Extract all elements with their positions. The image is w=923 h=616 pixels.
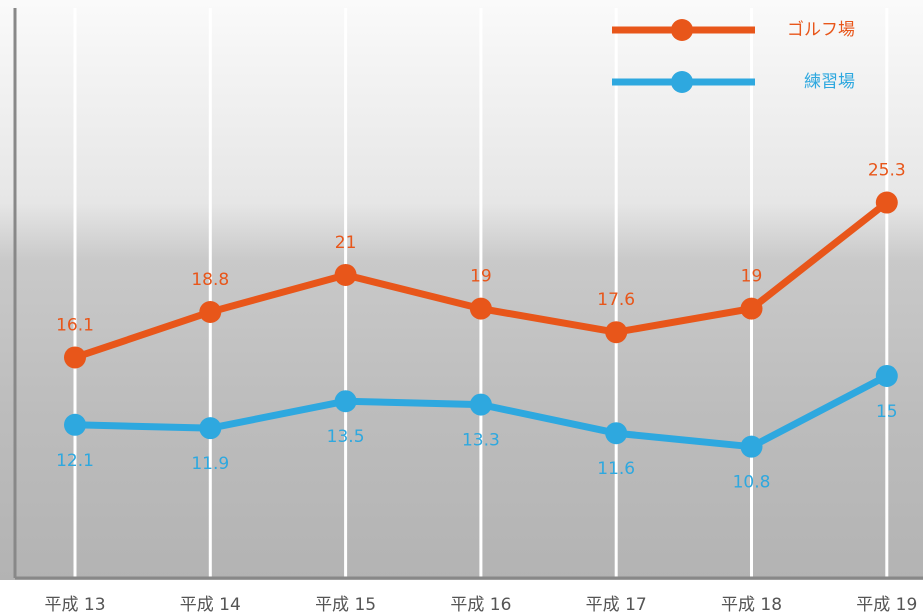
data-label: 18.8 [191,270,229,290]
point [199,417,221,439]
point [876,192,898,214]
legend-label: ゴルフ場 [787,19,855,40]
page: {"chart_data": {"type": "line", "categor… [0,0,923,616]
background [0,0,923,580]
point [741,436,763,458]
legend-marker [671,71,693,93]
data-label: 21 [335,233,357,253]
point [470,298,492,320]
legend-label: 練習場 [804,72,855,92]
chart: 平成 13 平成 14 平成 15 平成 16 平成 17 平成 18 平成 19 16.1 1… [0,0,923,616]
point [741,298,763,320]
legend-marker [671,19,693,41]
point [605,321,627,343]
x-tick-label: 平成 16 [450,595,511,615]
point [876,365,898,387]
data-label: 19 [470,267,492,287]
x-tick-label: 平成 15 [315,595,376,615]
point [64,346,86,368]
point [335,390,357,412]
data-label: 19 [741,267,763,287]
x-tick-label: 平成 17 [586,595,647,615]
point [605,422,627,444]
point [199,301,221,323]
point [64,414,86,436]
data-label: 11.6 [597,459,635,479]
data-label: 25.3 [868,161,906,181]
data-label: 17.6 [597,290,635,310]
x-tick-label: 平成 14 [180,595,241,615]
data-label: 13.3 [462,431,500,451]
data-label: 15 [876,402,898,422]
x-tick-label: 平成 13 [44,595,105,615]
x-tick-label: 平成 19 [856,595,917,615]
data-label: 16.1 [56,315,94,335]
data-label: 11.9 [191,454,229,474]
point [335,264,357,286]
data-label: 13.5 [327,427,365,447]
data-label: 12.1 [56,451,94,471]
x-tick-label: 平成 18 [721,595,782,615]
data-label: 10.8 [733,473,771,493]
point [470,394,492,416]
